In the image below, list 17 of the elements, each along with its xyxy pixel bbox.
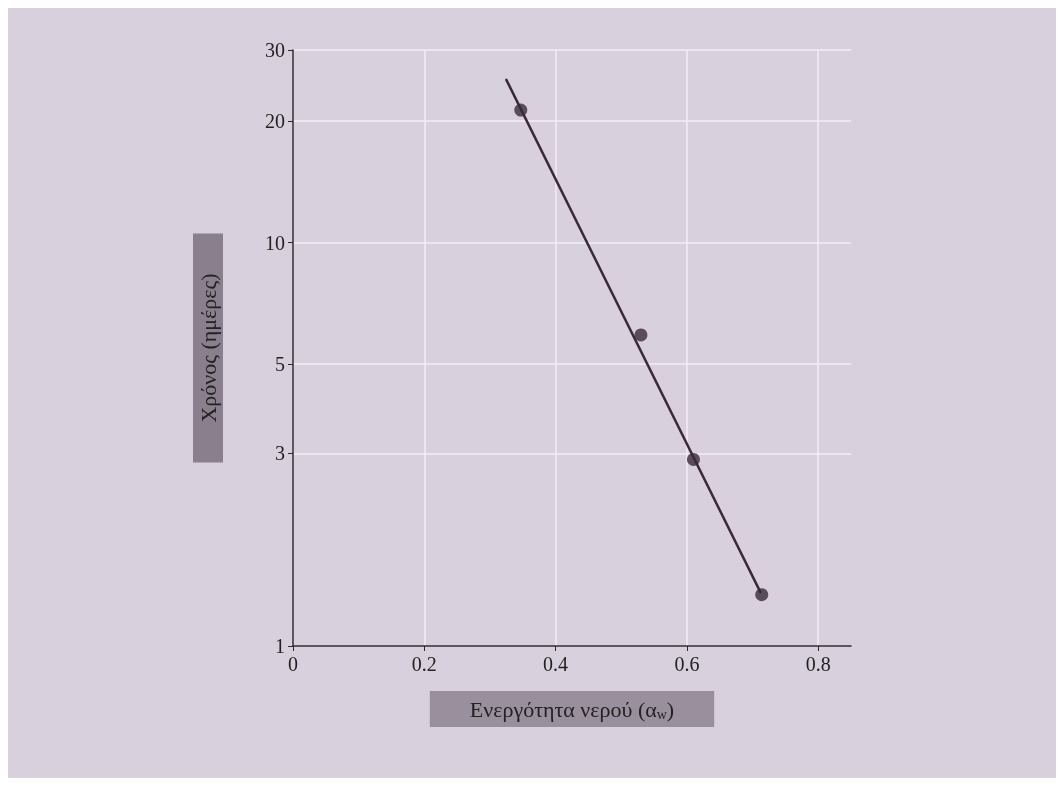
y-tick-label: 10 [265,231,285,254]
x-tick-label: 0.2 [411,653,437,675]
point [634,328,648,342]
x-tick-label: 0.4 [543,653,569,675]
point [686,452,700,466]
x-tick-label: 0.6 [674,653,700,675]
y-tick-label: 20 [265,110,285,133]
point [755,588,769,602]
y-tick-label: 5 [275,352,285,375]
x-axis-title: Ενεργότητα νερού (αw) [469,696,675,722]
y-tick-label: 3 [275,442,285,465]
point [514,103,528,117]
x-tick-label: 0.8 [805,653,831,675]
y-tick-label: 1 [275,635,285,657]
x-tick-label: 0 [288,653,298,675]
y-tick-label: 30 [265,39,285,61]
y-axis-title: Χρόνος (ημέρες) [195,273,221,423]
